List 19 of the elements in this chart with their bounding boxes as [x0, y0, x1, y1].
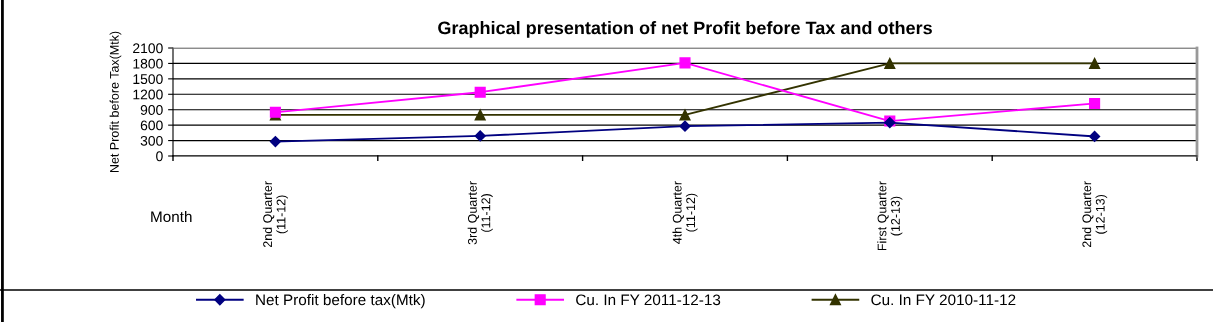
x-tick-label: First Quarter (12-13)	[877, 181, 903, 251]
chart-title: Graphical presentation of net Profit before Tax and others	[438, 21, 932, 38]
y-tick-label: 300	[140, 135, 163, 146]
y-tick-label: 1500	[133, 74, 163, 85]
y-tick-label: 1800	[133, 58, 163, 69]
x-tick-label: 2nd Quarter (12-13)	[1082, 181, 1108, 248]
y-tick-label: 0	[156, 151, 163, 162]
legend-label: Cu. In FY 2011-12-13	[576, 294, 721, 306]
y-tick-label: 900	[140, 105, 163, 115]
x-axis-title: Month	[151, 210, 192, 223]
y-tick-label: 2100	[133, 43, 163, 54]
y-tick-label: 1200	[133, 89, 163, 100]
y-axis-title: Net Profit before Tax(Mtk)	[109, 31, 122, 173]
x-tick-label: 4th Quarter (11-12)	[672, 181, 698, 244]
x-tick-label: 3rd Quarter (11-12)	[467, 181, 493, 245]
x-tick-label: 2nd Quarter (11-12)	[262, 181, 288, 248]
legend-label: Cu. In FY 2010-11-12	[871, 294, 1016, 306]
legend-label: Net Profit before tax(Mtk)	[256, 294, 425, 309]
y-tick-label: 600	[140, 120, 163, 131]
